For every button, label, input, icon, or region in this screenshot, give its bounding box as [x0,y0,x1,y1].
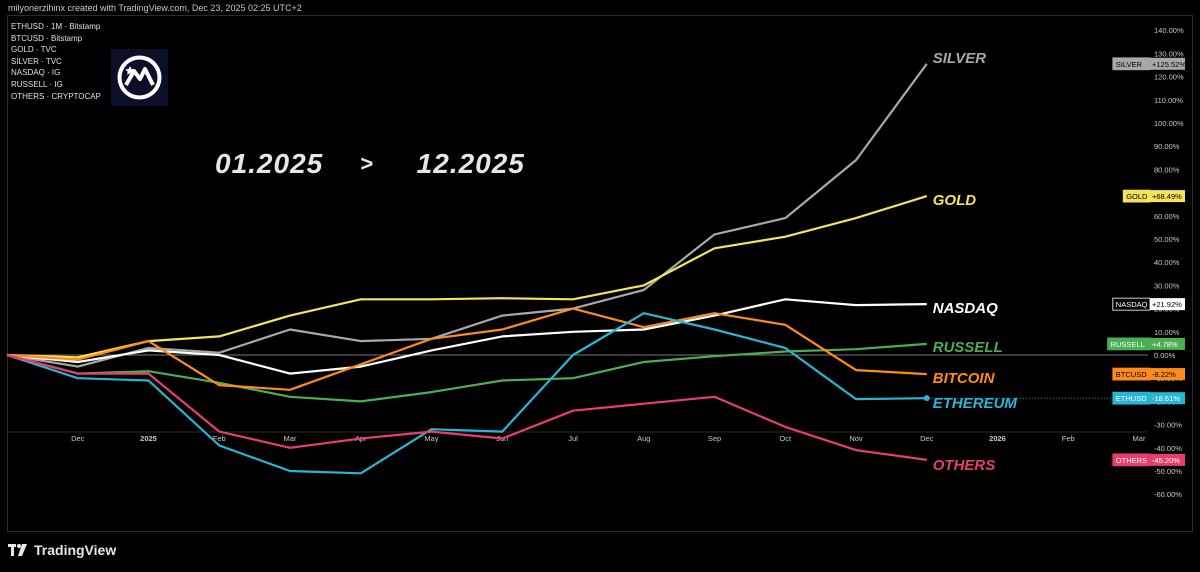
logo-icon [117,55,162,100]
period-from: 01.2025 [215,148,324,179]
series-label-russell: RUSSELL [933,339,1003,356]
y-tick-label: 40.00% [1154,258,1180,267]
y-tick-label: 0.00% [1154,351,1176,360]
series-label-silver: SILVER [933,50,987,67]
y-tick-label: -50.00% [1154,467,1182,476]
price-tag-value: -8.22% [1152,370,1176,379]
price-tag-symbol: GOLD [1126,192,1148,201]
series-line-gold[interactable] [6,195,928,359]
price-tag-value-bg [1150,368,1185,381]
y-tick-label: 10.00% [1154,328,1180,337]
price-tag-symbol: BTCUSD [1116,370,1147,379]
series-label-ethusd: ETHEREUM [933,395,1018,412]
price-tag-btcusd: BTCUSD -8.22% [1112,367,1185,381]
series-line-btcusd[interactable] [6,307,927,391]
channel-logo [111,49,168,106]
legend-item[interactable]: OTHERS · CRYPTOCAP [11,91,101,101]
price-tag-value-bg [1150,453,1185,466]
y-tick-label: 140.00% [1154,26,1184,35]
y-tick-label: 100.00% [1154,119,1184,128]
x-tick-label: Feb [213,434,226,443]
y-tick-label: 80.00% [1154,165,1180,174]
x-tick-label: May [424,434,438,443]
chart-panel [7,15,1193,532]
period-title: 01.2025 > 12.2025 [215,148,525,180]
period-separator: > [360,151,374,176]
price-tag-value-bg [1150,337,1185,350]
y-tick-label: 60.00% [1154,212,1180,221]
price-tag-symbol: ETHUSD [1116,394,1147,403]
series-line-silver[interactable] [6,63,928,368]
series-line-nasdaq[interactable] [6,298,927,375]
x-tick-label: Oct [779,434,792,443]
tradingview-icon [8,544,27,556]
legend-item[interactable]: GOLD · TVC [11,45,57,55]
legend-item[interactable]: ETHUSD · 1M · Bitstamp [11,22,101,31]
y-tick-label: 110.00% [1154,96,1183,105]
series-label-nasdaq: NASDAQ [933,300,998,317]
price-tag-silver: SILVER +125.52% [1112,57,1186,71]
price-tag-value: +68.49% [1152,192,1182,201]
y-tick-label: 50.00% [1154,235,1180,244]
x-tick-label: Dec [71,434,85,443]
footer-brand: TradingView [34,542,117,558]
series-line-others[interactable] [6,353,927,461]
x-tick-label: 2025 [140,434,157,443]
y-tick-label: 90.00% [1154,142,1180,151]
y-tick-label: -30.00% [1154,421,1182,430]
price-tag-nasdaq: NASDAQ +21.92% [1112,297,1185,311]
price-tag-symbol: RUSSELL [1111,340,1145,349]
price-tag-value-bg [1150,57,1185,70]
price-tag-value-bg [1150,298,1185,311]
price-tag-russell: RUSSELL +4.78% [1107,337,1185,351]
x-tick-label: Dec [920,434,934,443]
price-tag-value-bg [1150,392,1185,405]
price-tag-ethusd: ETHUSD -18.61% [1112,391,1185,405]
price-tag-value-bg [1150,190,1185,203]
x-tick-label: Nov [849,434,863,443]
x-tick-label: 2026 [989,434,1006,443]
price-tag-value: +21.92% [1152,300,1182,309]
y-tick-label: -40.00% [1154,444,1182,453]
price-tag-symbol: SILVER [1116,60,1143,69]
series-label-others: OTHERS [933,457,996,474]
footer-branding: TradingView [8,542,116,558]
price-tag-symbol: OTHERS [1116,456,1147,465]
price-tag-value: -45.20% [1152,456,1180,465]
legend-item[interactable]: BTCUSD · Bitstamp [11,33,83,43]
series-label-gold: GOLD [933,192,976,209]
y-tick-label: -60.00% [1154,490,1182,499]
legend-item[interactable]: SILVER · TVC [11,56,62,66]
x-tick-label: Mar [1133,434,1146,443]
y-tick-label: 130.00% [1154,49,1184,58]
price-tag-others: OTHERS -45.20% [1112,453,1185,467]
chart-header: milyonerzihinx created with TradingView.… [8,3,302,13]
ethusd-end-dot [923,395,930,402]
x-tick-label: Jul [568,434,578,443]
legend-item[interactable]: NASDAQ · IG [11,68,61,78]
price-tag-value: +4.78% [1152,340,1178,349]
price-tag-value: +125.52% [1152,60,1186,69]
series-line-ethusd[interactable] [6,312,927,475]
x-tick-label: Aug [637,434,650,443]
y-tick-label: 120.00% [1154,73,1184,82]
period-to: 12.2025 [416,148,525,179]
y-tick-label: 30.00% [1154,281,1180,290]
price-tag-symbol: NASDAQ [1116,300,1148,309]
series-line-russell[interactable] [6,342,927,403]
x-tick-label: Mar [284,434,297,443]
series-label-btcusd: BITCOIN [933,370,996,387]
legend-item[interactable]: RUSSELL · IG [11,79,63,89]
symbol-legend: ETHUSD · 1M · Bitstamp BTCUSD · Bitstamp… [11,21,101,102]
price-tag-value: -18.61% [1152,394,1180,403]
x-tick-label: Sep [708,434,721,443]
price-tag-gold: GOLD +68.49% [1122,189,1185,203]
x-tick-label: Feb [1062,434,1075,443]
